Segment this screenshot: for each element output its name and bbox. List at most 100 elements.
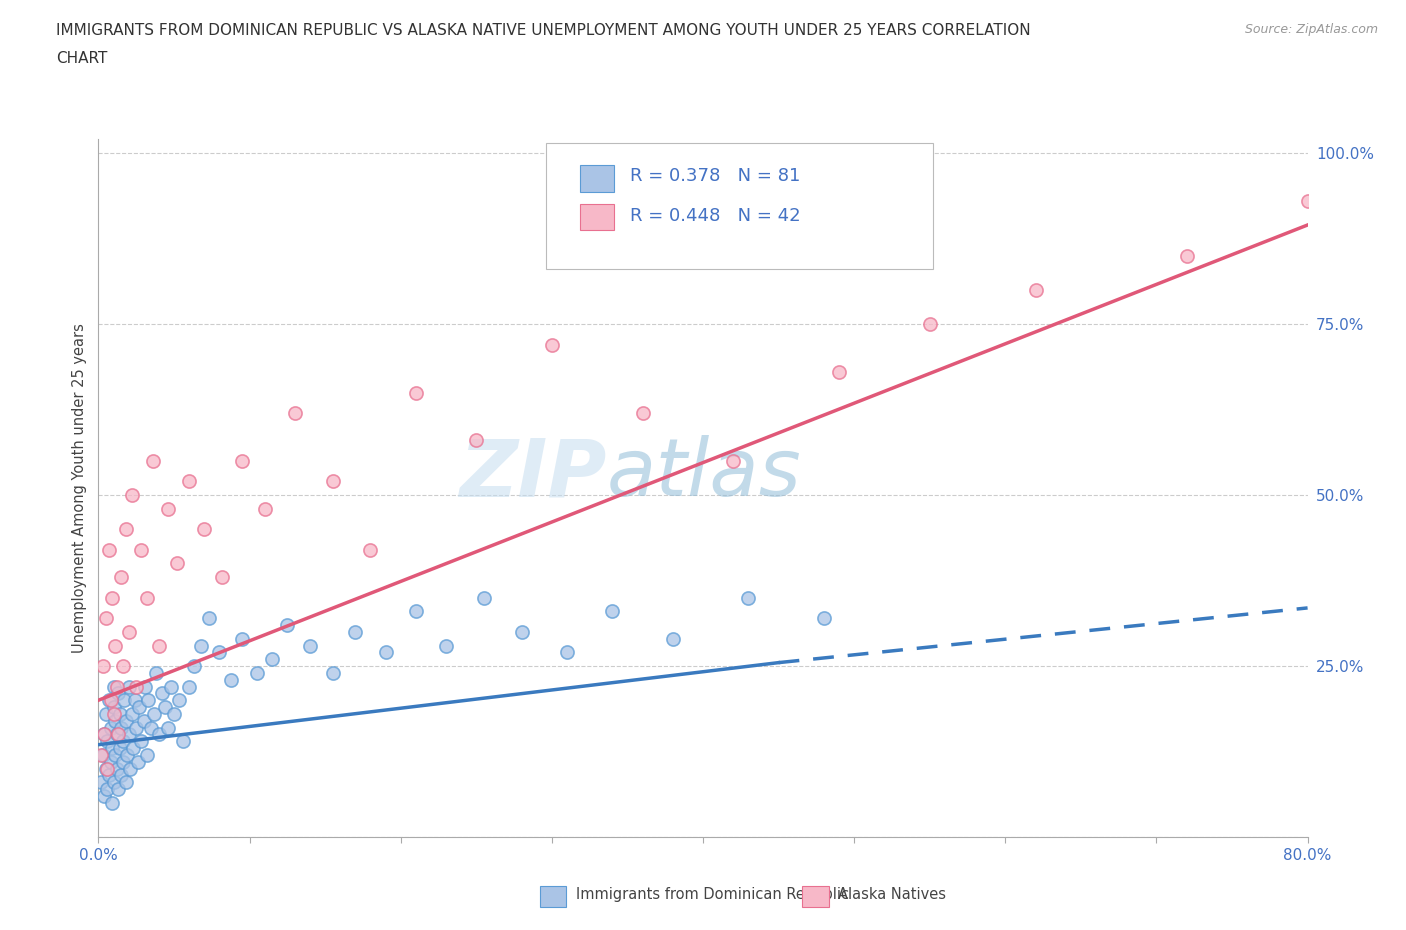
- Point: [190, 638, 212, 653]
- Point: [163, 707, 186, 722]
- Point: [183, 658, 205, 673]
- Point: [105, 679, 128, 694]
- Y-axis label: Unemployment Among Youth under 25 years: Unemployment Among Youth under 25 years: [72, 324, 87, 653]
- Point: [125, 679, 148, 694]
- Point: [828, 365, 851, 379]
- Point: [160, 679, 183, 694]
- Point: [93, 727, 115, 742]
- Point: [284, 405, 307, 420]
- Point: [105, 761, 128, 776]
- Point: [193, 522, 215, 537]
- Point: [129, 542, 152, 557]
- Bar: [803, 885, 828, 907]
- Point: [141, 720, 163, 735]
- Point: [112, 693, 135, 708]
- Point: [602, 604, 624, 618]
- Point: [108, 740, 131, 755]
- Point: [299, 638, 322, 653]
- Text: Source: ZipAtlas.com: Source: ZipAtlas.com: [1244, 23, 1378, 36]
- Point: [197, 611, 219, 626]
- Point: [344, 624, 367, 639]
- Point: [136, 693, 159, 708]
- Point: [108, 707, 131, 722]
- Text: Alaska Natives: Alaska Natives: [838, 887, 946, 902]
- Point: [172, 734, 194, 749]
- Bar: [579, 204, 613, 231]
- Point: [96, 782, 118, 797]
- Point: [374, 644, 396, 659]
- Point: [221, 672, 243, 687]
- Point: [132, 713, 155, 728]
- Point: [813, 611, 835, 626]
- Point: [103, 775, 125, 790]
- Point: [276, 618, 298, 632]
- Point: [134, 679, 156, 694]
- Point: [101, 740, 124, 755]
- Text: atlas: atlas: [606, 435, 801, 513]
- Point: [96, 761, 118, 776]
- Bar: [579, 166, 613, 192]
- Point: [179, 474, 201, 489]
- Point: [208, 644, 231, 659]
- Point: [107, 686, 129, 701]
- Point: [125, 720, 148, 735]
- Point: [631, 405, 654, 420]
- Point: [118, 624, 141, 639]
- Point: [143, 707, 166, 722]
- Point: [103, 707, 125, 722]
- Point: [110, 720, 132, 735]
- Point: [115, 748, 138, 763]
- Text: CHART: CHART: [56, 51, 108, 66]
- Point: [1175, 248, 1198, 263]
- Text: Immigrants from Dominican Republic: Immigrants from Dominican Republic: [576, 887, 849, 902]
- Point: [179, 679, 201, 694]
- Point: [253, 501, 276, 516]
- Text: R = 0.448   N = 42: R = 0.448 N = 42: [630, 206, 801, 224]
- Point: [104, 638, 127, 653]
- Point: [156, 501, 179, 516]
- Point: [114, 522, 136, 537]
- Point: [142, 454, 165, 469]
- Point: [167, 693, 190, 708]
- Point: [114, 775, 136, 790]
- Point: [94, 611, 117, 626]
- Point: [90, 748, 112, 763]
- Point: [1296, 193, 1319, 208]
- Point: [1024, 283, 1046, 298]
- Point: [111, 658, 134, 673]
- Point: [465, 433, 488, 448]
- Point: [405, 385, 427, 400]
- Point: [918, 317, 941, 332]
- Point: [135, 748, 157, 763]
- Point: [128, 699, 150, 714]
- Point: [101, 591, 124, 605]
- Point: [555, 644, 578, 659]
- Point: [110, 768, 132, 783]
- Point: [122, 740, 145, 755]
- Point: [156, 720, 179, 735]
- Point: [93, 789, 115, 804]
- Point: [121, 707, 143, 722]
- Point: [662, 631, 685, 646]
- Point: [93, 727, 115, 742]
- Point: [91, 748, 114, 763]
- Point: [114, 713, 136, 728]
- Point: [262, 652, 284, 667]
- Point: [322, 666, 344, 681]
- Point: [98, 768, 121, 783]
- Point: [322, 474, 344, 489]
- Point: [246, 666, 269, 681]
- Point: [434, 638, 457, 653]
- Point: [104, 713, 127, 728]
- Text: IMMIGRANTS FROM DOMINICAN REPUBLIC VS ALASKA NATIVE UNEMPLOYMENT AMONG YOUTH UND: IMMIGRANTS FROM DOMINICAN REPUBLIC VS AL…: [56, 23, 1031, 38]
- Point: [129, 734, 152, 749]
- Point: [118, 679, 141, 694]
- Point: [150, 686, 173, 701]
- Point: [120, 761, 142, 776]
- Point: [148, 727, 170, 742]
- Point: [472, 591, 495, 605]
- Point: [148, 638, 170, 653]
- Point: [98, 693, 121, 708]
- Point: [135, 591, 157, 605]
- Point: [110, 570, 132, 585]
